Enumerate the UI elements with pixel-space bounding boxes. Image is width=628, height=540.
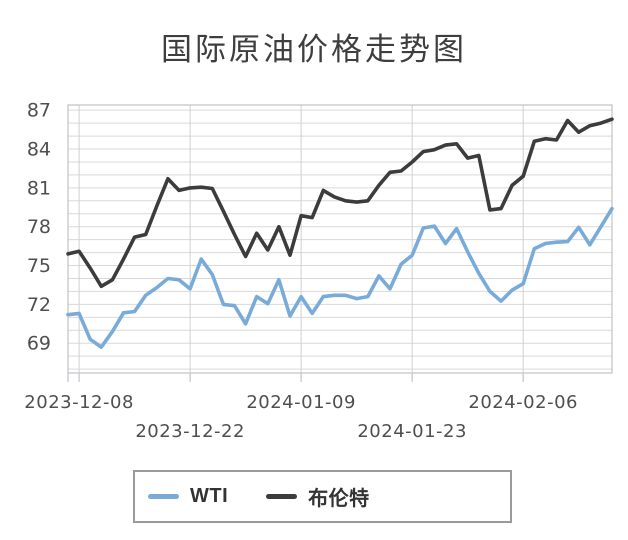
y-axis-label: 69	[27, 333, 51, 355]
wti-line-swatch	[148, 494, 179, 499]
legend-item-wti[interactable]: WTI	[148, 485, 228, 508]
x-axis-label: 2024-01-23	[357, 421, 467, 442]
price-chart: 697275788184872023-12-082023-12-222024-0…	[24, 100, 614, 442]
plot-border	[67, 104, 613, 374]
legend: WTI 布伦特	[133, 470, 512, 523]
legend-label-brent: 布伦特	[308, 488, 370, 510]
x-axis-label: 2023-12-22	[135, 421, 245, 442]
y-axis-label: 78	[27, 216, 51, 238]
legend-item-brent[interactable]: 布伦特	[266, 482, 370, 511]
x-axis-label: 2024-02-06	[468, 392, 578, 413]
wti-line	[66, 206, 614, 349]
y-axis-label: 72	[27, 294, 51, 316]
x-axis-label: 2024-01-09	[246, 392, 356, 413]
chart-title: 国际原油价格走势图	[161, 32, 467, 68]
y-axis-label: 84	[27, 139, 51, 161]
y-axis-label: 81	[27, 177, 51, 199]
brent-line-swatch	[266, 494, 298, 499]
legend-label-wti: WTI	[190, 485, 229, 507]
x-axis-label: 2023-12-08	[24, 392, 134, 413]
y-axis-label: 75	[27, 255, 51, 277]
y-axis-label: 87	[27, 100, 51, 122]
brent-line	[66, 117, 614, 289]
